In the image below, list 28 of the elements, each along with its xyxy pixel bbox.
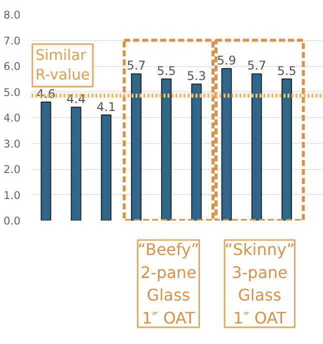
bar	[251, 73, 262, 220]
y-tick-label: 5.0	[4, 86, 21, 99]
y-tick-label: 2.0	[4, 163, 21, 176]
data-label: 5.5	[277, 64, 296, 78]
bar	[40, 102, 52, 220]
data-label: 4.1	[96, 100, 116, 114]
bar	[191, 84, 202, 220]
data-label: 5.9	[217, 54, 236, 68]
y-tick-label: 1.0	[4, 188, 21, 202]
y-tick-label: 0.0	[4, 214, 21, 228]
y-tick-label: 8.0	[4, 8, 21, 22]
data-label: 5.5	[156, 64, 176, 78]
y-tick-label: 4.0	[4, 112, 21, 124]
text: “Skinny” 3-pane Glass 1″ OAT	[224, 240, 295, 328]
bar	[282, 78, 292, 220]
y-tick-label: 6.0	[4, 60, 21, 73]
data-label: 5.7	[126, 58, 146, 73]
annotation: Similar R-value	[35, 47, 90, 84]
y-tick-label: 3.0	[4, 137, 21, 150]
data-label: 5.7	[247, 58, 266, 73]
bar	[131, 73, 142, 220]
bar	[221, 68, 232, 220]
bar	[70, 106, 82, 220]
bar	[161, 78, 172, 220]
y-tick-label: 7.0	[4, 34, 21, 48]
bar	[100, 114, 112, 220]
text: “Beefy” 2-pane Glass 1″ OAT	[138, 240, 200, 328]
data-label: 5.3	[186, 69, 206, 84]
